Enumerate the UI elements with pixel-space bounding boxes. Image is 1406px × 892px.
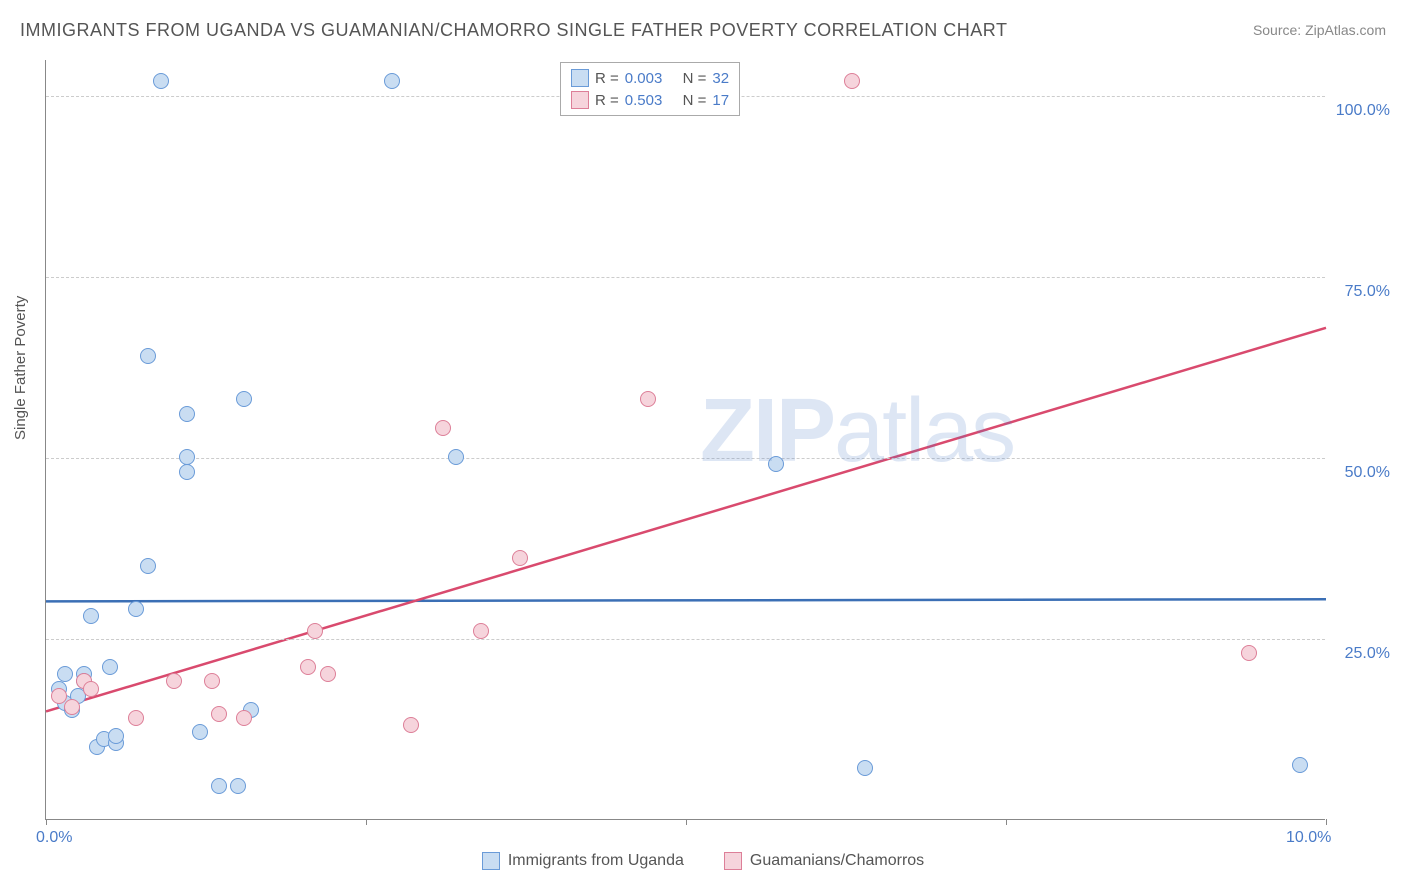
data-point	[403, 717, 419, 733]
data-point	[640, 391, 656, 407]
legend-item-series-2: Guamanians/Chamorros	[724, 852, 924, 870]
n-value-1: 32	[712, 70, 729, 87]
data-point	[140, 558, 156, 574]
x-tick	[366, 819, 367, 825]
x-tick	[686, 819, 687, 825]
legend-item-series-1: Immigrants from Uganda	[482, 852, 684, 870]
data-point	[153, 73, 169, 89]
data-point	[192, 724, 208, 740]
data-point	[204, 673, 220, 689]
source-label: Source:	[1253, 22, 1305, 38]
trend-line	[46, 328, 1326, 712]
trend-lines-svg	[46, 60, 1325, 819]
data-point	[307, 623, 323, 639]
data-point	[236, 391, 252, 407]
r-value-1: 0.003	[625, 70, 663, 87]
gridline-h	[46, 639, 1325, 640]
y-axis-title: Single Father Poverty	[12, 296, 29, 440]
data-point	[211, 778, 227, 794]
data-point	[128, 601, 144, 617]
x-tick	[1326, 819, 1327, 825]
y-tick-label: 100.0%	[1336, 102, 1390, 120]
data-point	[300, 659, 316, 675]
data-point	[473, 623, 489, 639]
n-label: N =	[683, 92, 707, 109]
data-point	[179, 464, 195, 480]
data-point	[102, 659, 118, 675]
data-point	[166, 673, 182, 689]
swatch-series-1	[571, 69, 589, 87]
data-point	[108, 728, 124, 744]
y-tick-label: 50.0%	[1345, 464, 1390, 482]
chart-title: IMMIGRANTS FROM UGANDA VS GUAMANIAN/CHAM…	[20, 20, 1007, 41]
data-point	[1241, 645, 1257, 661]
swatch-series-1-b	[482, 852, 500, 870]
data-point	[1292, 757, 1308, 773]
data-point	[211, 706, 227, 722]
x-tick-label: 10.0%	[1286, 829, 1331, 847]
series-legend: Immigrants from Uganda Guamanians/Chamor…	[0, 852, 1406, 870]
legend-row-series-1: R = 0.003 N = 32	[571, 67, 729, 89]
data-point	[140, 348, 156, 364]
source-value[interactable]: ZipAtlas.com	[1305, 22, 1386, 38]
swatch-series-2-b	[724, 852, 742, 870]
correlation-legend: R = 0.003 N = 32 R = 0.503 N = 17	[560, 62, 740, 116]
data-point	[57, 666, 73, 682]
data-point	[384, 73, 400, 89]
data-point	[236, 710, 252, 726]
data-point	[179, 406, 195, 422]
source-attribution: Source: ZipAtlas.com	[1253, 22, 1386, 38]
data-point	[230, 778, 246, 794]
r-value-2: 0.503	[625, 92, 663, 109]
legend-row-series-2: R = 0.503 N = 17	[571, 89, 729, 111]
data-point	[857, 760, 873, 776]
y-tick-label: 25.0%	[1345, 645, 1390, 663]
n-value-2: 17	[712, 92, 729, 109]
series-2-name: Guamanians/Chamorros	[750, 852, 924, 870]
data-point	[64, 699, 80, 715]
data-point	[320, 666, 336, 682]
data-point	[128, 710, 144, 726]
trend-line	[46, 599, 1326, 601]
data-point	[844, 73, 860, 89]
r-label: R =	[595, 70, 619, 87]
x-tick	[46, 819, 47, 825]
chart-container: IMMIGRANTS FROM UGANDA VS GUAMANIAN/CHAM…	[0, 0, 1406, 892]
n-label: N =	[683, 70, 707, 87]
series-1-name: Immigrants from Uganda	[508, 852, 684, 870]
data-point	[83, 681, 99, 697]
data-point	[768, 456, 784, 472]
gridline-h	[46, 458, 1325, 459]
y-tick-label: 75.0%	[1345, 283, 1390, 301]
x-tick-label: 0.0%	[36, 829, 72, 847]
data-point	[448, 449, 464, 465]
x-tick	[1006, 819, 1007, 825]
data-point	[512, 550, 528, 566]
data-point	[435, 420, 451, 436]
gridline-h	[46, 277, 1325, 278]
swatch-series-2	[571, 91, 589, 109]
plot-area: 25.0%50.0%75.0%100.0%0.0%10.0%	[45, 60, 1325, 820]
r-label: R =	[595, 92, 619, 109]
data-point	[83, 608, 99, 624]
